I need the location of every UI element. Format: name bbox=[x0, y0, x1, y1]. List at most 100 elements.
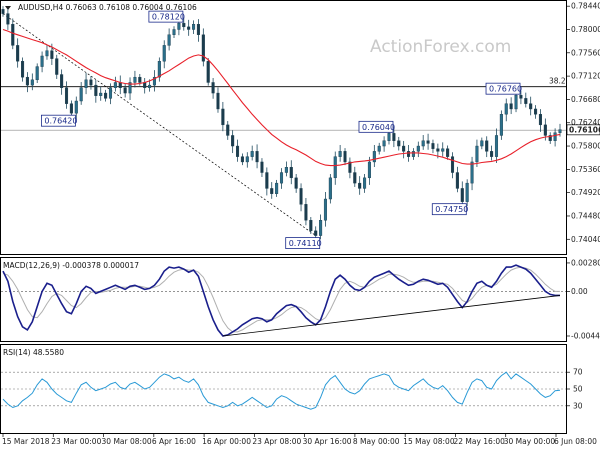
macd-label: MACD(12,26,9) -0.000378 0.000017 bbox=[3, 261, 139, 270]
candle-body bbox=[226, 124, 230, 136]
candle-body bbox=[470, 161, 474, 184]
price-tick-label: 0.74040 bbox=[571, 235, 600, 244]
candle-body bbox=[529, 103, 533, 110]
candle-body bbox=[231, 135, 235, 147]
candle-body bbox=[289, 167, 293, 179]
x-tick-label: 30 Mar 08:00 bbox=[102, 437, 152, 446]
candle-body bbox=[538, 114, 542, 126]
macd-tick-label: 0.002809 bbox=[571, 258, 600, 267]
rsi-layer bbox=[1, 371, 566, 410]
candle-body bbox=[333, 156, 337, 179]
candle-body bbox=[553, 132, 557, 141]
candle-body bbox=[172, 29, 176, 35]
candle-body bbox=[338, 151, 342, 157]
macd-trendline bbox=[222, 295, 561, 337]
annotation-label: 0.74750 bbox=[435, 205, 468, 214]
candle-body bbox=[6, 13, 10, 25]
candle-body bbox=[79, 87, 83, 102]
candle-body bbox=[216, 92, 220, 110]
price-tick-label: 0.75800 bbox=[571, 142, 600, 151]
x-tick-label: 30 Apr 16:00 bbox=[303, 437, 352, 446]
price-layer bbox=[1, 6, 562, 242]
annotation-layer: 0.78120 0.76420 0.74110 0.76040 0.74750 0.767… bbox=[41, 10, 522, 249]
candle-body bbox=[35, 66, 39, 81]
candle-body bbox=[143, 82, 147, 88]
candle-body bbox=[162, 45, 166, 62]
annotation-label: 0.76040 bbox=[362, 123, 395, 132]
candle-body bbox=[45, 50, 49, 57]
rsi-line bbox=[2, 371, 561, 410]
candle-body bbox=[235, 145, 240, 157]
price-tick-label: 0.74920 bbox=[571, 188, 600, 197]
candle-body bbox=[465, 182, 469, 202]
candle-body bbox=[548, 135, 552, 141]
candle-body bbox=[211, 82, 215, 94]
candle-body bbox=[446, 148, 450, 157]
candle-body bbox=[138, 76, 142, 83]
macd-tick-label: 0.00 bbox=[571, 287, 588, 296]
price-panel-frame bbox=[0, 0, 567, 255]
candle-body bbox=[192, 23, 196, 30]
candle-body bbox=[250, 151, 254, 157]
annotation-box bbox=[285, 237, 321, 249]
annotation-box bbox=[148, 10, 184, 23]
macd-line bbox=[2, 264, 560, 337]
candle-body bbox=[441, 148, 445, 152]
candle-body bbox=[294, 177, 298, 189]
x-tick-label: 16 Apr 00:00 bbox=[202, 437, 251, 446]
candle-body bbox=[299, 188, 303, 205]
x-tick-label: 30 May 00:00 bbox=[504, 437, 556, 446]
x-tick-label: 15 May 08:00 bbox=[403, 437, 455, 446]
x-tick-label: 8 May 00:00 bbox=[353, 437, 400, 446]
candle-body bbox=[543, 124, 547, 136]
candle-body bbox=[196, 23, 200, 35]
symbol-dropdown-icon bbox=[5, 6, 11, 10]
candle-body bbox=[397, 140, 401, 147]
candle-body bbox=[485, 140, 489, 152]
annotation-box bbox=[41, 114, 76, 127]
x-tick-label: 22 May 16:00 bbox=[453, 437, 505, 446]
candle-body bbox=[436, 148, 440, 152]
candle-body bbox=[367, 161, 371, 179]
candle-body bbox=[343, 151, 347, 163]
x-tick-label: 6 Apr 16:00 bbox=[152, 437, 196, 446]
candle-body bbox=[480, 140, 484, 147]
candle-body bbox=[460, 188, 464, 202]
current-price-label: 0.76106 bbox=[569, 126, 600, 135]
x-tick-label: 15 Mar 2018 bbox=[2, 437, 50, 446]
candle-body bbox=[104, 92, 108, 99]
candle-body bbox=[84, 79, 88, 88]
moving-average-line bbox=[2, 28, 561, 167]
candle-body bbox=[123, 87, 127, 94]
candle-body bbox=[450, 156, 455, 173]
candle-body bbox=[319, 220, 323, 236]
candle-body bbox=[118, 82, 122, 88]
macd-tick-label: -0.004403 bbox=[571, 331, 600, 340]
candle-body bbox=[534, 108, 538, 115]
candle-body bbox=[64, 87, 69, 104]
candle-body bbox=[128, 82, 132, 94]
candle-body bbox=[514, 94, 518, 110]
rsi-label: RSI(14) 48.5580 bbox=[3, 348, 64, 357]
rsi-tick-label: 30 bbox=[573, 401, 583, 410]
candle-body bbox=[255, 151, 259, 163]
annotation-label: 0.76420 bbox=[44, 117, 77, 126]
rsi-tick-label: 50 bbox=[573, 385, 583, 394]
annotation-box bbox=[358, 120, 394, 133]
candle-body bbox=[363, 177, 367, 189]
candle-body bbox=[1, 9, 5, 14]
candle-body bbox=[260, 161, 264, 173]
candle-body bbox=[372, 151, 376, 163]
macd-panel-frame bbox=[0, 257, 567, 342]
candle-body bbox=[421, 140, 425, 147]
candle-body bbox=[407, 151, 411, 157]
candle-body bbox=[358, 182, 362, 189]
candle-body bbox=[348, 161, 352, 173]
price-tick-label: 0.76240 bbox=[571, 118, 600, 127]
candle-body bbox=[382, 140, 386, 147]
candle-body bbox=[284, 167, 288, 173]
candle-body bbox=[148, 84, 152, 88]
candle-body bbox=[494, 135, 499, 157]
x-tick-label: 6 Jun 08:00 bbox=[554, 437, 597, 446]
